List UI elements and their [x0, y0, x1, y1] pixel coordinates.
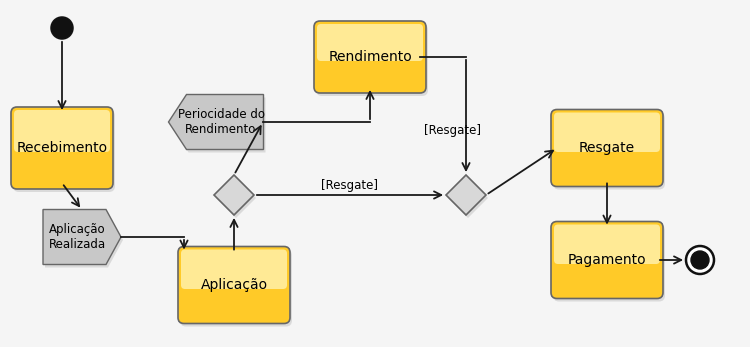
Text: [Resgate]: [Resgate] — [424, 124, 481, 136]
Text: Periocidade do
Rendimento: Periocidade do Rendimento — [178, 108, 265, 136]
Polygon shape — [169, 94, 263, 150]
FancyBboxPatch shape — [553, 225, 665, 302]
Polygon shape — [216, 178, 256, 218]
Polygon shape — [45, 212, 123, 268]
FancyBboxPatch shape — [14, 110, 110, 152]
Circle shape — [50, 16, 74, 40]
Polygon shape — [448, 178, 488, 218]
FancyBboxPatch shape — [11, 107, 113, 189]
Text: Recebimento: Recebimento — [16, 141, 107, 155]
FancyBboxPatch shape — [13, 110, 115, 192]
Text: Resgate: Resgate — [579, 141, 635, 155]
FancyBboxPatch shape — [314, 21, 426, 93]
Text: Pagamento: Pagamento — [568, 253, 646, 267]
Polygon shape — [43, 210, 121, 264]
FancyBboxPatch shape — [178, 246, 290, 323]
Circle shape — [686, 246, 714, 274]
FancyBboxPatch shape — [551, 110, 663, 186]
FancyBboxPatch shape — [554, 112, 660, 152]
Polygon shape — [170, 98, 266, 152]
Polygon shape — [446, 175, 486, 215]
FancyBboxPatch shape — [180, 249, 292, 327]
FancyBboxPatch shape — [554, 225, 660, 264]
Text: Aplicação: Aplicação — [200, 278, 268, 292]
Text: [Resgate]: [Resgate] — [322, 178, 379, 192]
Circle shape — [51, 17, 73, 39]
FancyBboxPatch shape — [553, 112, 665, 189]
Polygon shape — [214, 175, 254, 215]
FancyBboxPatch shape — [551, 221, 663, 298]
FancyBboxPatch shape — [317, 24, 423, 61]
Text: Aplicação
Realizada: Aplicação Realizada — [49, 223, 106, 251]
FancyBboxPatch shape — [316, 24, 428, 96]
Circle shape — [691, 251, 709, 269]
FancyBboxPatch shape — [181, 249, 287, 289]
Text: Rendimento: Rendimento — [328, 50, 412, 64]
